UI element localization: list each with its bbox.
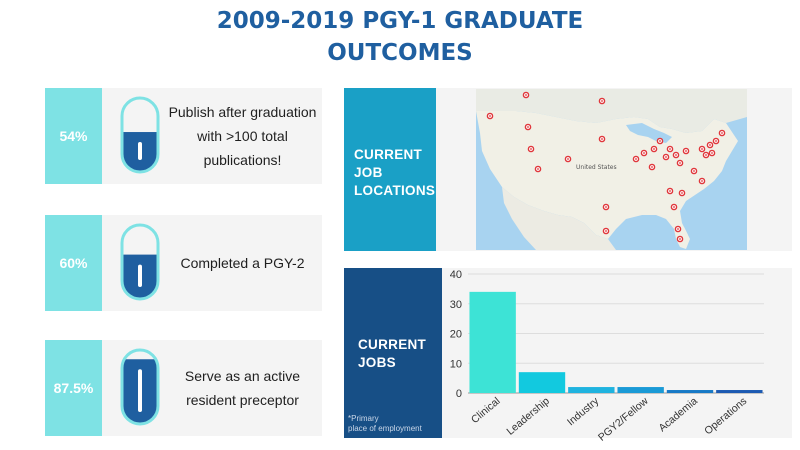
y-tick-label: 40 — [450, 269, 462, 281]
capsule-outline — [120, 223, 160, 301]
capsule-outline — [120, 96, 160, 174]
map-pin-icon — [564, 155, 572, 163]
stat-description: Publish after graduation with >100 total… — [167, 88, 318, 184]
map-pin-icon — [718, 129, 726, 137]
us-map: United States — [476, 89, 747, 250]
map-pin-icon — [666, 187, 674, 195]
stat-description-line: with >100 total — [197, 128, 288, 144]
capsule-icon — [120, 223, 160, 301]
map-pin-icon — [534, 165, 542, 173]
map-pin-icon — [670, 203, 678, 211]
map-pin-icon — [486, 112, 494, 120]
stat-description-line: Serve as an active — [184, 368, 301, 384]
stat-card-publications: 54% Publish after graduation with >100 t… — [45, 88, 322, 184]
map-pin-icon — [708, 149, 716, 157]
page-title-line-2: OUTCOMES — [327, 40, 473, 66]
stat-card-pgy2: 60% Completed a PGY-2 — [45, 215, 322, 311]
stat-description: Serve as an active resident preceptor — [167, 340, 318, 436]
map-pin-icon — [666, 145, 674, 153]
map-pin-icon — [712, 137, 720, 145]
stat-description-line: Publish after graduation — [168, 104, 317, 120]
map-pin-icon — [527, 145, 535, 153]
map-pin-icon — [656, 137, 664, 145]
mexico-landmass — [502, 187, 616, 250]
y-tick-label: 20 — [450, 329, 462, 341]
capsule-highlight — [138, 369, 142, 412]
y-tick-label: 30 — [450, 299, 462, 311]
stat-description-line: resident preceptor — [186, 392, 299, 408]
map-pin-icon — [602, 227, 610, 235]
map-pin-icon — [598, 97, 606, 105]
map-pin-icon — [522, 91, 530, 99]
stat-percent: 54% — [45, 88, 102, 184]
stat-description: Completed a PGY-2 — [167, 215, 318, 311]
map-pin-icon — [702, 151, 710, 159]
capsule-icon — [120, 348, 160, 426]
bar-operations — [716, 390, 763, 393]
map-pin-icon — [640, 149, 648, 157]
bar-academia — [666, 390, 714, 393]
map-pin-icon — [676, 235, 684, 243]
capsule-highlight — [138, 264, 142, 287]
bar-industry — [568, 387, 615, 393]
map-pin-icon — [672, 151, 680, 159]
current-jobs-label: CURRENT JOBS — [358, 337, 427, 370]
x-tick-label: PGY2/Fellow — [596, 395, 651, 444]
map-pin-icon — [662, 153, 670, 161]
capsule-highlight — [138, 142, 142, 160]
capsule-outline — [120, 348, 160, 426]
map-pin-icon — [676, 159, 684, 167]
map-pin-icon — [698, 145, 706, 153]
map-pin-icon — [678, 189, 686, 197]
map-pin-icon — [682, 147, 690, 155]
x-tick-label: Industry — [565, 395, 602, 429]
current-jobs-header: CURRENT JOBS — [344, 268, 442, 438]
map-pin-icon — [690, 167, 698, 175]
bar-leadership — [518, 372, 566, 393]
page-title-line-1: 2009-2019 PGY-1 GRADUATE — [216, 8, 584, 34]
job-locations-header: CURRENT JOB LOCATIONS — [344, 88, 436, 251]
map-pin-icon — [632, 155, 640, 163]
y-tick-label: 0 — [456, 388, 462, 400]
map-pin-icon — [706, 141, 714, 149]
map-pin-icon — [524, 123, 532, 131]
bar-clinical — [469, 291, 516, 393]
map-pin-icon — [648, 163, 656, 171]
map-pin-icon — [674, 225, 682, 233]
bar-pgy2-fellow — [617, 387, 664, 393]
map-pins — [486, 91, 726, 243]
capsule-icon — [120, 96, 160, 174]
y-tick-label: 10 — [450, 358, 462, 370]
map-country-label: United States — [576, 164, 617, 171]
canada-landmass — [476, 89, 747, 133]
x-tick-label: Clinical — [469, 395, 503, 426]
stat-description-line: publications! — [203, 152, 282, 168]
stat-percent: 87.5% — [45, 340, 102, 436]
map-pin-icon — [598, 135, 606, 143]
stat-card-preceptor: 87.5% Serve as an active resident precep… — [45, 340, 322, 436]
x-tick-label: Leadership — [504, 395, 552, 438]
stat-description-line: Completed a PGY-2 — [180, 255, 305, 271]
x-tick-label: Operations — [702, 395, 749, 437]
footnote: *Primary place of employment — [348, 414, 422, 433]
current-jobs-chart: 0 10 20 30 40 Clinical Leadership IndustryPGY2/… — [450, 269, 764, 444]
map-pin-icon — [650, 145, 658, 153]
job-locations-label: CURRENT JOB LOCATIONS — [354, 147, 436, 198]
x-tick-label: Academia — [656, 395, 700, 434]
map-pin-icon — [698, 177, 706, 185]
stat-percent: 60% — [45, 215, 102, 311]
map-pin-icon — [602, 203, 610, 211]
